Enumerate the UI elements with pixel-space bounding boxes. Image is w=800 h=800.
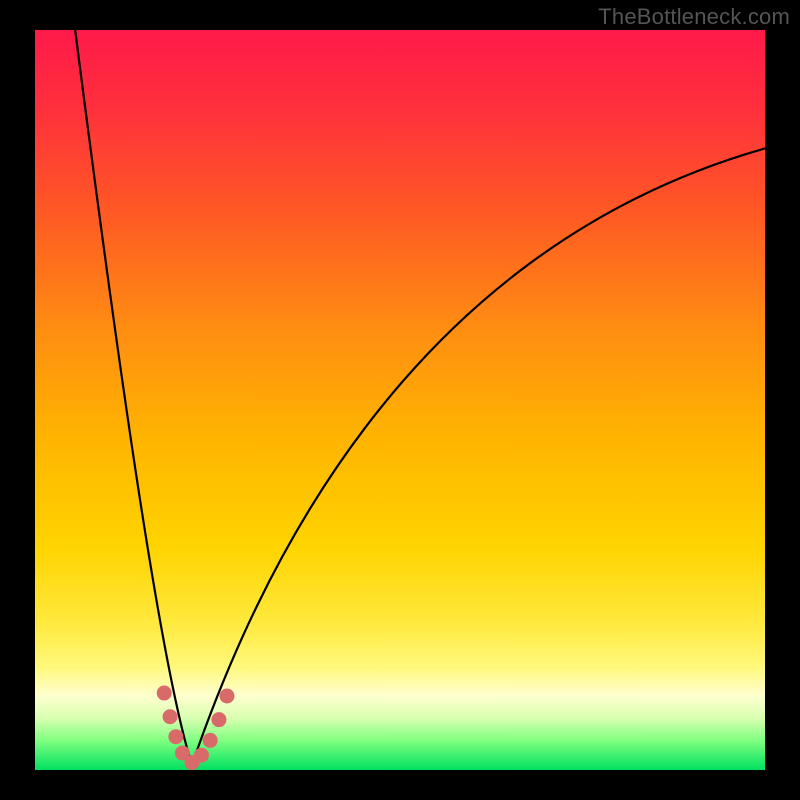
bead-marker xyxy=(211,712,226,727)
bead-marker xyxy=(157,686,172,701)
bead-marker xyxy=(163,709,178,724)
watermark-text: TheBottleneck.com xyxy=(598,4,790,30)
chart-container: TheBottleneck.com xyxy=(0,0,800,800)
bottleneck-curve xyxy=(75,30,765,765)
curves-layer xyxy=(35,30,765,770)
bead-marker xyxy=(168,729,183,744)
bead-marker xyxy=(219,689,234,704)
bead-marker xyxy=(194,748,209,763)
plot-area xyxy=(35,30,765,770)
bead-marker xyxy=(203,733,218,748)
